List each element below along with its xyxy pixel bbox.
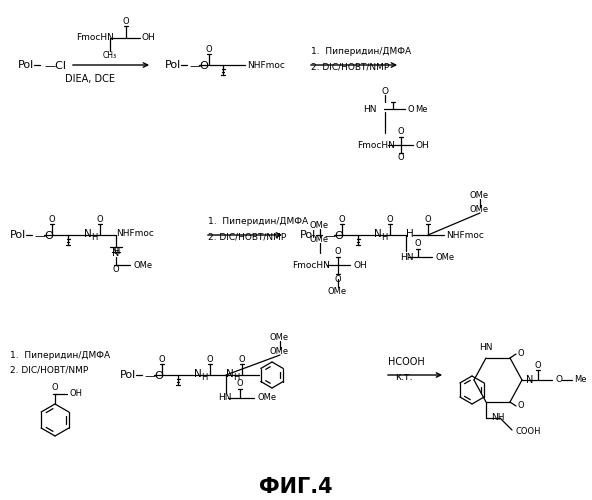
Text: HCOOH: HCOOH <box>388 357 424 367</box>
Text: —O: —O <box>144 371 164 381</box>
Text: к.т.: к.т. <box>395 372 413 382</box>
Text: NHFmoc: NHFmoc <box>446 230 484 239</box>
Text: NHFmoc: NHFmoc <box>247 60 285 70</box>
Text: O: O <box>334 274 342 283</box>
Text: O: O <box>518 350 525 358</box>
Text: O: O <box>237 380 243 388</box>
Text: O: O <box>239 354 245 364</box>
Text: Pol: Pol <box>10 230 26 240</box>
Text: N: N <box>194 369 202 379</box>
Text: N: N <box>374 229 382 239</box>
Text: HN: HN <box>480 344 493 352</box>
Text: O: O <box>52 384 59 392</box>
Text: COOH: COOH <box>516 428 542 436</box>
Text: —Cl: —Cl <box>44 61 66 71</box>
Text: OH: OH <box>353 260 367 270</box>
Text: H: H <box>233 372 239 382</box>
Text: N: N <box>526 375 533 385</box>
Text: OMe: OMe <box>310 236 329 244</box>
Text: HN: HN <box>363 104 377 114</box>
Text: OMe: OMe <box>270 332 289 342</box>
Text: H: H <box>381 232 387 241</box>
Text: 1.  Пиперидин/ДМФА: 1. Пиперидин/ДМФА <box>311 48 411 56</box>
Text: OH: OH <box>70 390 83 398</box>
Text: O: O <box>123 16 129 26</box>
Text: O: O <box>96 214 104 224</box>
Text: FmocHN: FmocHN <box>357 140 395 149</box>
Text: OMe: OMe <box>257 394 276 402</box>
Text: ФИГ.4: ФИГ.4 <box>259 477 333 497</box>
Text: O: O <box>112 266 120 274</box>
Text: H: H <box>113 248 119 256</box>
Text: O: O <box>381 88 388 96</box>
Text: Me: Me <box>415 104 427 114</box>
Text: O: O <box>49 214 55 224</box>
Text: CH₃: CH₃ <box>103 52 117 60</box>
Text: Pol: Pol <box>120 370 136 380</box>
Text: NH: NH <box>491 414 505 422</box>
Text: O: O <box>398 128 404 136</box>
Text: O: O <box>518 402 525 410</box>
Text: 2. DIC/HOBT/NMP: 2. DIC/HOBT/NMP <box>208 232 287 241</box>
Text: Me: Me <box>574 376 587 384</box>
Text: Pol: Pol <box>165 60 181 70</box>
Text: OH: OH <box>415 140 429 149</box>
Text: Pol: Pol <box>18 60 34 70</box>
Text: NHFmoc: NHFmoc <box>116 230 154 238</box>
Text: FmocHN: FmocHN <box>292 260 330 270</box>
Text: O: O <box>205 44 213 54</box>
Text: O: O <box>408 104 414 114</box>
Text: 2. DIC/HOBT/NMP: 2. DIC/HOBT/NMP <box>311 62 390 72</box>
Text: O: O <box>398 154 404 162</box>
Text: FmocHN: FmocHN <box>76 34 114 42</box>
Text: O: O <box>414 240 422 248</box>
Text: N: N <box>112 248 120 258</box>
Text: HN: HN <box>400 252 413 262</box>
Text: 1.  Пиперидин/ДМФА: 1. Пиперидин/ДМФА <box>10 350 110 360</box>
Text: Pol: Pol <box>300 230 316 240</box>
Text: H: H <box>91 232 97 241</box>
Text: O: O <box>207 354 213 364</box>
Text: O: O <box>339 214 345 224</box>
Text: OMe: OMe <box>328 286 347 296</box>
Text: OMe: OMe <box>310 220 329 230</box>
Text: —O: —O <box>34 231 54 241</box>
Text: OMe: OMe <box>270 348 289 356</box>
Text: OH: OH <box>142 34 156 42</box>
Text: O: O <box>424 214 432 224</box>
Text: HN: HN <box>218 394 231 402</box>
Text: H: H <box>201 372 207 382</box>
Text: OMe: OMe <box>133 260 152 270</box>
Text: O: O <box>159 354 165 364</box>
Text: O: O <box>535 360 541 370</box>
Text: O: O <box>555 376 562 384</box>
Text: H: H <box>406 229 414 239</box>
Text: O: O <box>334 246 342 256</box>
Text: —O: —O <box>324 231 344 241</box>
Text: —O: —O <box>189 61 209 71</box>
Text: OMe: OMe <box>470 206 489 214</box>
Text: N: N <box>84 229 92 239</box>
Text: DIEA, DCE: DIEA, DCE <box>65 74 115 84</box>
Text: OMe: OMe <box>435 252 454 262</box>
Text: O: O <box>387 214 393 224</box>
Text: 1.  Пиперидин/ДМФА: 1. Пиперидин/ДМФА <box>208 218 308 226</box>
Text: N: N <box>226 369 234 379</box>
Text: OMe: OMe <box>470 190 489 200</box>
Text: 2. DIC/HOBT/NMP: 2. DIC/HOBT/NMP <box>10 366 88 374</box>
